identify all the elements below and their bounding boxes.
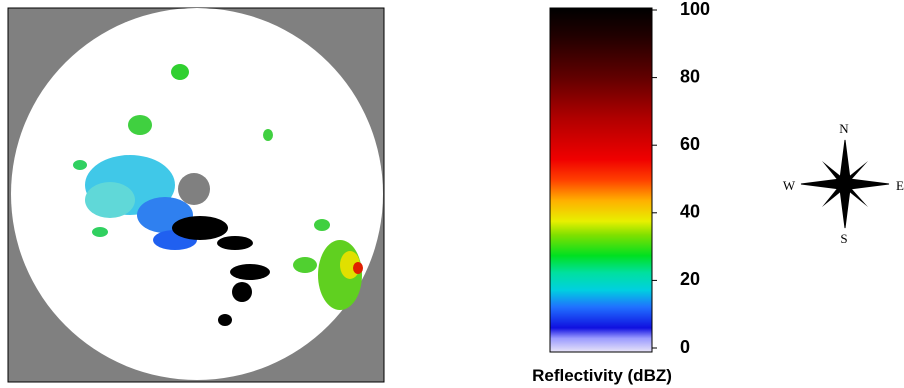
tick-label: 20 [680,269,700,289]
tick-label: 100 [680,0,710,19]
radar-panel [8,8,384,382]
compass-north: N [839,121,849,136]
tick-label: 0 [680,337,690,357]
compass-south: S [840,231,847,246]
compass-west: W [783,178,796,193]
center-hole [178,173,210,205]
tick-label: 80 [680,66,700,86]
compass-east: E [896,178,904,193]
colorbar-ticks: 0 20 40 60 80 100 [652,0,710,357]
colorbar [550,8,652,352]
page: 020406080100 Reflectivity (dBZ) N S W E … [0,0,904,388]
tick-label: 40 [680,202,700,222]
tick-label: 60 [680,134,700,154]
radar-view: 0 20 40 60 80 100 Reflectivity (dBZ) N S W E [0,0,904,388]
compass: N S W E [783,121,904,246]
colorbar-label: Reflectivity (dBZ) [532,366,672,385]
